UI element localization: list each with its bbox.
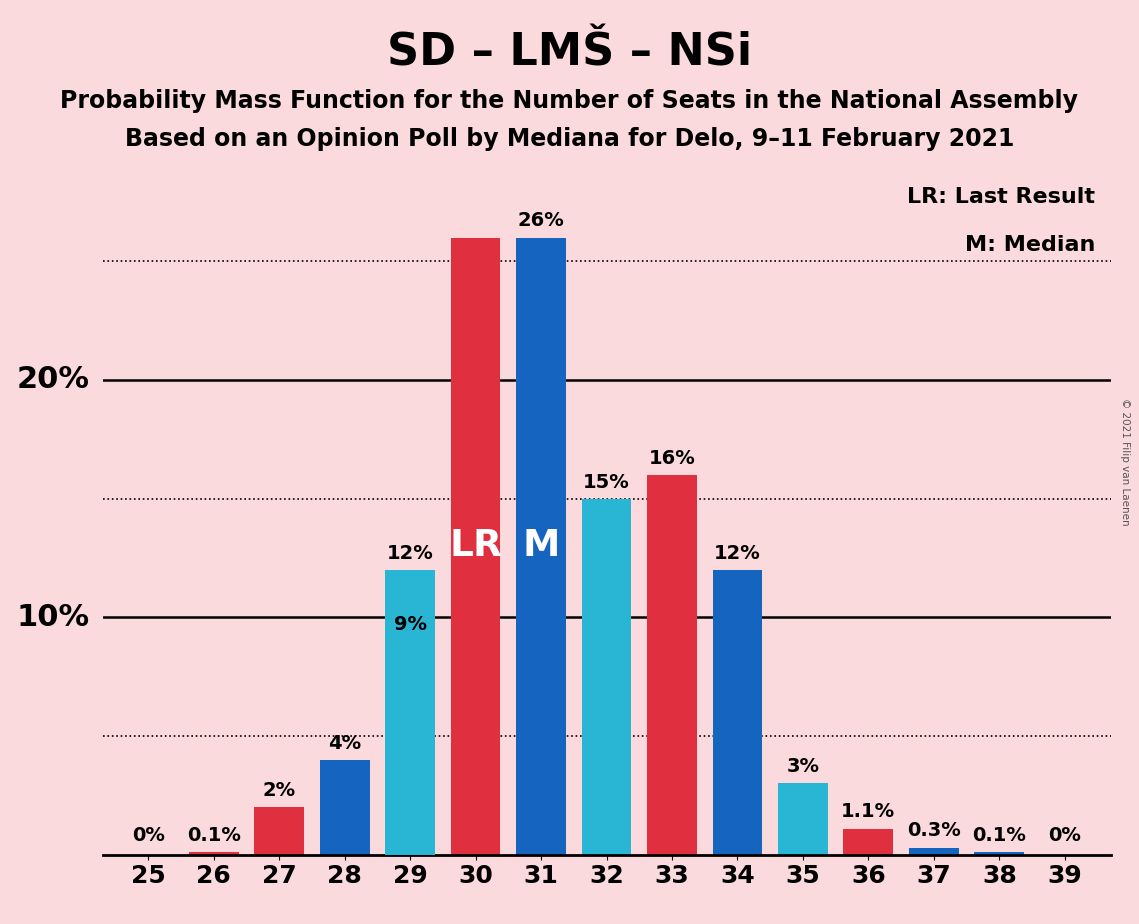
Text: 12%: 12% xyxy=(714,543,761,563)
Bar xyxy=(974,852,1024,855)
Text: Probability Mass Function for the Number of Seats in the National Assembly: Probability Mass Function for the Number… xyxy=(60,89,1079,113)
Text: 26%: 26% xyxy=(518,212,565,230)
Text: LR: LR xyxy=(449,529,502,565)
Text: © 2021 Filip van Laenen: © 2021 Filip van Laenen xyxy=(1121,398,1130,526)
Text: 0.1%: 0.1% xyxy=(973,826,1026,845)
Text: 16%: 16% xyxy=(648,449,695,468)
Bar xyxy=(909,847,959,855)
Text: 2%: 2% xyxy=(263,781,296,800)
Text: 10%: 10% xyxy=(16,602,90,632)
Text: Based on an Opinion Poll by Mediana for Delo, 9–11 February 2021: Based on an Opinion Poll by Mediana for … xyxy=(125,127,1014,151)
Text: M: Median: M: Median xyxy=(965,236,1096,255)
Text: M: M xyxy=(523,529,559,565)
Text: 15%: 15% xyxy=(583,472,630,492)
Text: 0.1%: 0.1% xyxy=(187,826,240,845)
Bar xyxy=(451,237,500,855)
Text: 9%: 9% xyxy=(394,615,427,634)
Bar xyxy=(778,784,828,855)
Text: SD – LMŠ – NSi: SD – LMŠ – NSi xyxy=(387,31,752,75)
Text: 1.1%: 1.1% xyxy=(842,802,895,821)
Text: 0%: 0% xyxy=(1048,826,1081,845)
Bar xyxy=(385,570,435,855)
Text: 0.3%: 0.3% xyxy=(907,821,960,841)
Bar xyxy=(844,829,893,855)
Text: 4%: 4% xyxy=(328,734,361,753)
Bar xyxy=(189,852,239,855)
Text: LR: Last Result: LR: Last Result xyxy=(908,187,1096,207)
Bar xyxy=(320,760,369,855)
Text: 20%: 20% xyxy=(16,366,90,395)
Bar xyxy=(582,499,631,855)
Bar xyxy=(647,475,697,855)
Bar xyxy=(713,570,762,855)
Text: 3%: 3% xyxy=(786,758,819,776)
Text: 12%: 12% xyxy=(387,543,434,563)
Bar xyxy=(254,808,304,855)
Bar xyxy=(385,641,435,855)
Text: 0%: 0% xyxy=(132,826,165,845)
Bar xyxy=(516,237,566,855)
